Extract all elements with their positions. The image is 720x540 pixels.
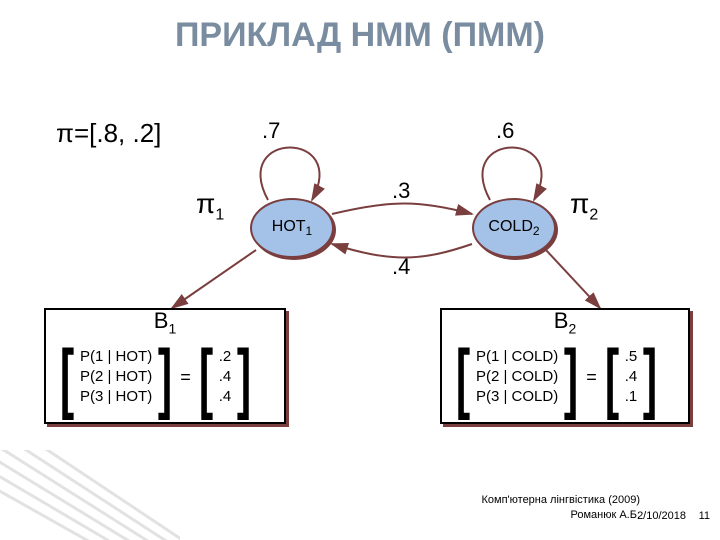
b2-row-2: P(3 | COLD) xyxy=(476,387,558,407)
footer-date: 2/10/2018 xyxy=(637,510,686,522)
decorative-stripes xyxy=(0,450,180,540)
label-hot-to-cold: .3 xyxy=(392,178,410,204)
b2-val-1: .4 xyxy=(625,367,638,387)
b2-row-0: P(1 | COLD) xyxy=(476,347,558,367)
b1-row-0: P(1 | HOT) xyxy=(80,347,152,367)
page-number: 11 xyxy=(699,510,710,522)
b2-val-2: .1 xyxy=(625,387,638,407)
state-cold: COLD2 xyxy=(472,198,556,258)
b2-val-0: .5 xyxy=(625,347,638,367)
b2-row-1: P(2 | COLD) xyxy=(476,367,558,387)
state-hot-sub: 1 xyxy=(306,224,313,238)
b2-box: B2 [ P(1 | COLD) P(2 | COLD) P(3 | COLD)… xyxy=(440,308,690,424)
state-cold-sub: 2 xyxy=(533,224,540,238)
footer-line2: Романюк А.Б. xyxy=(482,508,641,522)
label-self-hot: .7 xyxy=(262,118,280,144)
pi-2-label: π2 xyxy=(570,188,598,225)
b1-val-0: .2 xyxy=(219,347,232,367)
b1-box: B1 [ P(1 | HOT) P(2 | HOT) P(3 | HOT) ] … xyxy=(44,308,286,424)
b1-content: [ P(1 | HOT) P(2 | HOT) P(3 | HOT) ] = [… xyxy=(54,338,278,416)
footer-line1: Комп'ютерна лінгвістика (2009) xyxy=(482,493,641,507)
slide-title: ПРИКЛАД HMM (ПММ) xyxy=(0,16,720,55)
state-hot-label: HOT xyxy=(272,218,306,235)
label-cold-to-hot: .4 xyxy=(392,254,410,280)
b1-val-2: .4 xyxy=(219,387,232,407)
state-cold-label: COLD xyxy=(488,218,532,235)
footer-citation: Комп'ютерна лінгвістика (2009) Романюк А… xyxy=(482,493,641,522)
pi-prior: π=[.8, .2] xyxy=(56,118,161,149)
label-self-cold: .6 xyxy=(496,118,514,144)
b1-row-2: P(3 | HOT) xyxy=(80,387,152,407)
b1-row-1: P(2 | HOT) xyxy=(80,367,152,387)
b1-val-1: .4 xyxy=(219,367,232,387)
b2-content: [ P(1 | COLD) P(2 | COLD) P(3 | COLD) ] … xyxy=(450,338,682,416)
pi-1-label: π1 xyxy=(196,188,224,225)
state-hot: HOT1 xyxy=(250,198,334,258)
